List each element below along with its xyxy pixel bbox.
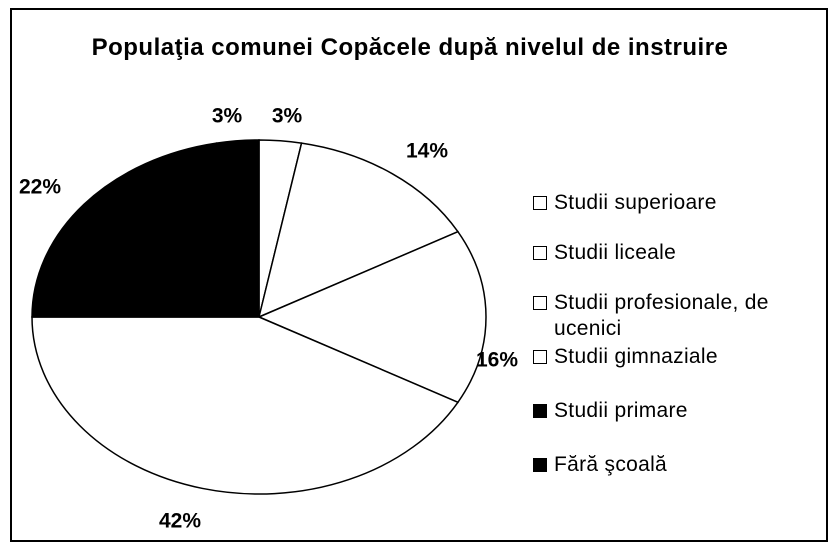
chart-title: Populaţia comunei Copăcele după nivelul … — [91, 34, 729, 61]
legend-swatch — [533, 296, 547, 310]
legend-item: Studii primare — [533, 398, 823, 424]
legend-item: Fără şcoală — [533, 452, 823, 478]
legend-item: Studii gimnaziale — [533, 344, 823, 370]
chart-frame — [10, 8, 828, 542]
legend-item: Studii profesionale, de ucenici — [533, 290, 823, 342]
data-label: 16% — [476, 349, 518, 372]
legend-label: Studii gimnaziale — [554, 345, 718, 368]
pie-slice — [31, 316, 460, 495]
pie-slice — [215, 139, 260, 318]
legend-item: Studii superioare — [533, 190, 823, 216]
legend-item: Studii liceale — [533, 240, 823, 266]
legend-label: Studii superioare — [554, 191, 717, 214]
legend-swatch — [533, 246, 547, 260]
data-label: 42% — [159, 510, 201, 533]
legend-swatch — [533, 404, 547, 418]
pie-slice — [257, 142, 460, 319]
pie-slice — [257, 230, 487, 404]
data-label: 22% — [19, 176, 61, 199]
legend-swatch — [533, 458, 547, 472]
legend-label: Studii liceale — [554, 241, 677, 264]
legend-label: Fără şcoală — [554, 453, 668, 476]
pie-slice — [31, 142, 260, 318]
data-label: 3% — [272, 105, 303, 128]
data-label: 14% — [406, 140, 448, 163]
legend-label: Studii primare — [554, 399, 688, 422]
legend-swatch — [533, 350, 547, 364]
legend-label: Studii profesionale, de ucenici — [554, 291, 769, 340]
data-label: 3% — [212, 105, 243, 128]
legend-swatch — [533, 196, 547, 210]
